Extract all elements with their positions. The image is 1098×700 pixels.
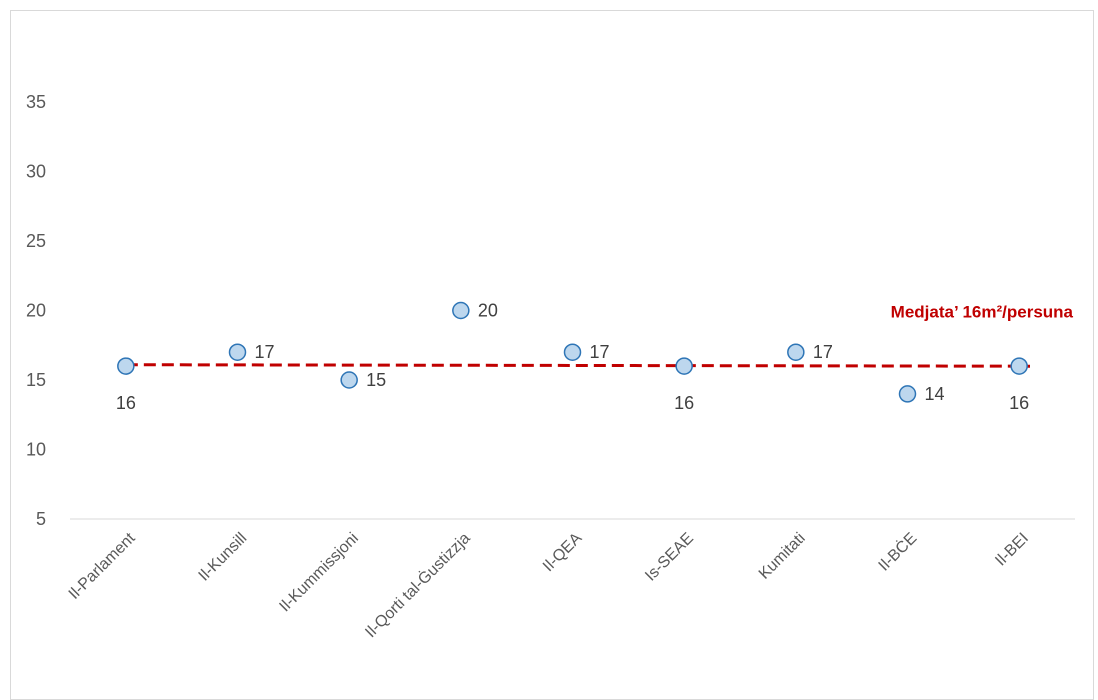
data-point [1010,357,1028,375]
data-point [452,301,470,320]
y-tick-label: 25 [26,231,46,251]
x-category-label: Is-SEAE [642,530,697,585]
data-point [898,385,917,403]
data-point [340,371,358,389]
y-tick-label: 35 [26,92,46,112]
data-point [675,357,693,375]
chart-frame [10,10,1094,700]
y-tick-label: 15 [26,370,46,390]
x-category-label: Il-Parlament [66,529,139,602]
x-category-label: Il-BĊE [873,528,920,575]
data-label: 16 [116,393,136,413]
data-point [117,357,135,375]
x-category-label: Il-Qorti tal-Ġustizzja [360,528,474,642]
x-category-label: Il-Kunsill [196,530,251,585]
data-point [787,343,805,361]
x-category-label: Il-Kummissjoni [276,530,362,616]
data-label: 17 [813,342,833,362]
data-labels: 16 17 15 20 17 16 17 14 16 [116,301,1029,414]
average-reference-label: Medjata’ 16m²/persuna [891,303,1074,322]
data-label: 17 [590,342,610,362]
y-tick-label: 20 [26,301,46,321]
y-tick-label: 5 [36,509,46,529]
data-points [117,301,1028,403]
y-axis-ticks: 5 10 15 20 25 30 35 [26,92,46,529]
y-tick-label: 30 [26,162,46,182]
data-label: 20 [478,301,498,321]
y-tick-label: 10 [26,440,46,460]
data-point [228,343,247,361]
data-label: 17 [255,342,275,362]
reference-line-group: Medjata’ 16m²/persuna [125,303,1074,368]
x-axis-category-labels: Il-Parlament Il-Kunsill Il-Kummissjoni Il-Q… [66,528,1032,642]
data-label: 15 [366,370,386,390]
x-category-label: Il-BEI [992,530,1032,570]
data-label: 14 [925,384,945,404]
x-category-label: Il-QEA [540,530,586,576]
average-reference-line [125,363,1031,368]
data-label: 16 [674,393,694,413]
x-category-label: Kumitati [756,530,809,583]
data-point [563,343,582,361]
data-label: 16 [1009,393,1029,413]
